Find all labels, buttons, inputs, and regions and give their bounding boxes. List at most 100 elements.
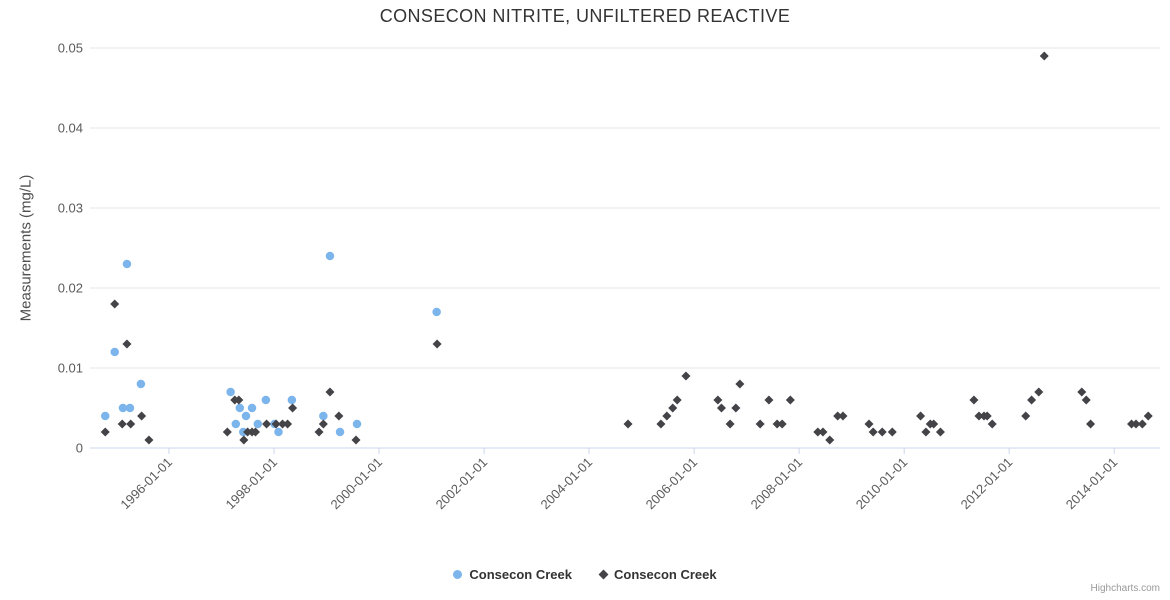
data-point-diamond[interactable] (1143, 411, 1153, 421)
data-point-diamond[interactable] (1034, 387, 1044, 397)
data-point-diamond[interactable] (271, 419, 281, 429)
chart-title: CONSECON NITRITE, UNFILTERED REACTIVE (379, 6, 791, 26)
data-point-diamond[interactable] (735, 379, 745, 389)
data-point-diamond[interactable] (1039, 51, 1049, 61)
data-point-diamond[interactable] (351, 435, 361, 445)
data-point-diamond[interactable] (1137, 419, 1147, 429)
data-point-diamond[interactable] (1081, 395, 1091, 405)
data-point-diamond[interactable] (731, 403, 741, 413)
data-point-circle[interactable] (261, 395, 271, 405)
data-point-diamond[interactable] (987, 419, 997, 429)
data-point-diamond[interactable] (1077, 387, 1087, 397)
data-point-diamond[interactable] (929, 419, 939, 429)
data-point-diamond[interactable] (725, 419, 735, 429)
data-point-diamond[interactable] (1021, 411, 1031, 421)
data-point-diamond[interactable] (137, 411, 147, 421)
data-point-diamond[interactable] (974, 411, 984, 421)
data-point-diamond[interactable] (681, 371, 691, 381)
data-point-diamond[interactable] (662, 411, 672, 421)
data-point-circle[interactable] (231, 419, 241, 429)
data-point-diamond[interactable] (916, 411, 926, 421)
data-point-diamond[interactable] (250, 427, 260, 437)
x-axis-tick-label: 1998-01-01 (223, 455, 281, 513)
data-point-circle[interactable] (247, 403, 257, 413)
data-point-diamond[interactable] (877, 427, 887, 437)
data-point-diamond[interactable] (818, 427, 828, 437)
data-point-diamond[interactable] (838, 411, 848, 421)
data-point-diamond[interactable] (833, 411, 843, 421)
data-point-circle[interactable] (325, 251, 335, 261)
data-point-circle[interactable] (136, 379, 146, 389)
data-point-diamond[interactable] (656, 419, 666, 429)
data-point-diamond[interactable] (864, 419, 874, 429)
data-point-diamond[interactable] (716, 403, 726, 413)
data-point-diamond[interactable] (887, 427, 897, 437)
diamond-marker-icon (598, 569, 609, 580)
legend-label: Consecon Creek (469, 567, 572, 582)
y-axis-tick-label: 0.04 (58, 121, 83, 136)
data-point-diamond[interactable] (935, 427, 945, 437)
y-axis-tick-label: 0.02 (58, 281, 83, 296)
x-axis-tick-label: 2010-01-01 (853, 455, 911, 513)
data-point-diamond[interactable] (318, 419, 328, 429)
x-axis-tick-label: 2014-01-01 (1063, 455, 1121, 513)
data-point-diamond[interactable] (868, 427, 878, 437)
legend-item-consecon-creek-dark[interactable]: Consecon Creek (598, 567, 717, 582)
legend-label: Consecon Creek (614, 567, 717, 582)
data-point-diamond[interactable] (813, 427, 823, 437)
data-point-circle[interactable] (226, 387, 235, 397)
data-point-diamond[interactable] (100, 427, 110, 437)
data-point-diamond[interactable] (314, 427, 324, 437)
data-point-diamond[interactable] (785, 395, 795, 405)
data-point-circle[interactable] (319, 411, 328, 421)
data-point-diamond[interactable] (144, 435, 154, 445)
data-point-diamond[interactable] (222, 427, 232, 437)
data-point-diamond[interactable] (288, 403, 298, 413)
data-point-diamond[interactable] (334, 411, 344, 421)
data-point-diamond[interactable] (777, 419, 787, 429)
data-point-diamond[interactable] (117, 419, 127, 429)
data-point-diamond[interactable] (278, 419, 288, 429)
data-point-circle[interactable] (125, 403, 135, 413)
data-point-diamond[interactable] (668, 403, 678, 413)
data-point-circle[interactable] (100, 411, 110, 421)
data-point-diamond[interactable] (672, 395, 682, 405)
data-point-diamond[interactable] (755, 419, 765, 429)
data-point-circle[interactable] (122, 259, 132, 269)
data-point-circle[interactable] (274, 427, 283, 437)
data-point-circle[interactable] (118, 403, 128, 413)
data-point-diamond[interactable] (982, 411, 992, 421)
data-point-diamond[interactable] (921, 427, 931, 437)
data-point-diamond[interactable] (262, 419, 272, 429)
data-point-circle[interactable] (287, 395, 297, 405)
data-point-circle[interactable] (432, 307, 441, 317)
data-point-circle[interactable] (335, 427, 345, 437)
y-axis-tick-label: 0.01 (58, 361, 83, 376)
data-point-diamond[interactable] (1086, 419, 1096, 429)
data-point-diamond[interactable] (772, 419, 782, 429)
data-point-diamond[interactable] (623, 419, 633, 429)
data-point-diamond[interactable] (126, 419, 136, 429)
data-point-diamond[interactable] (325, 387, 335, 397)
data-point-diamond[interactable] (713, 395, 723, 405)
data-point-diamond[interactable] (764, 395, 774, 405)
credits-link[interactable]: Highcharts.com (1090, 583, 1160, 594)
data-point-diamond[interactable] (110, 299, 120, 309)
data-point-diamond[interactable] (122, 339, 132, 349)
data-point-circle[interactable] (241, 411, 251, 421)
data-point-diamond[interactable] (432, 339, 442, 349)
data-point-diamond[interactable] (1027, 395, 1037, 405)
legend: Consecon Creek Consecon Creek (0, 567, 1170, 582)
data-point-circle[interactable] (235, 403, 245, 413)
data-point-circle[interactable] (253, 419, 263, 429)
data-point-diamond[interactable] (234, 395, 244, 405)
legend-item-consecon-creek-blue[interactable]: Consecon Creek (453, 567, 572, 582)
data-point-diamond[interactable] (239, 435, 249, 445)
data-point-circle[interactable] (110, 347, 119, 357)
data-point-diamond[interactable] (1131, 419, 1141, 429)
x-axis-tick-label: 2004-01-01 (538, 455, 596, 513)
data-point-diamond[interactable] (825, 435, 835, 445)
data-point-diamond[interactable] (969, 395, 979, 405)
data-point-diamond[interactable] (283, 419, 293, 429)
data-point-circle[interactable] (352, 419, 362, 429)
